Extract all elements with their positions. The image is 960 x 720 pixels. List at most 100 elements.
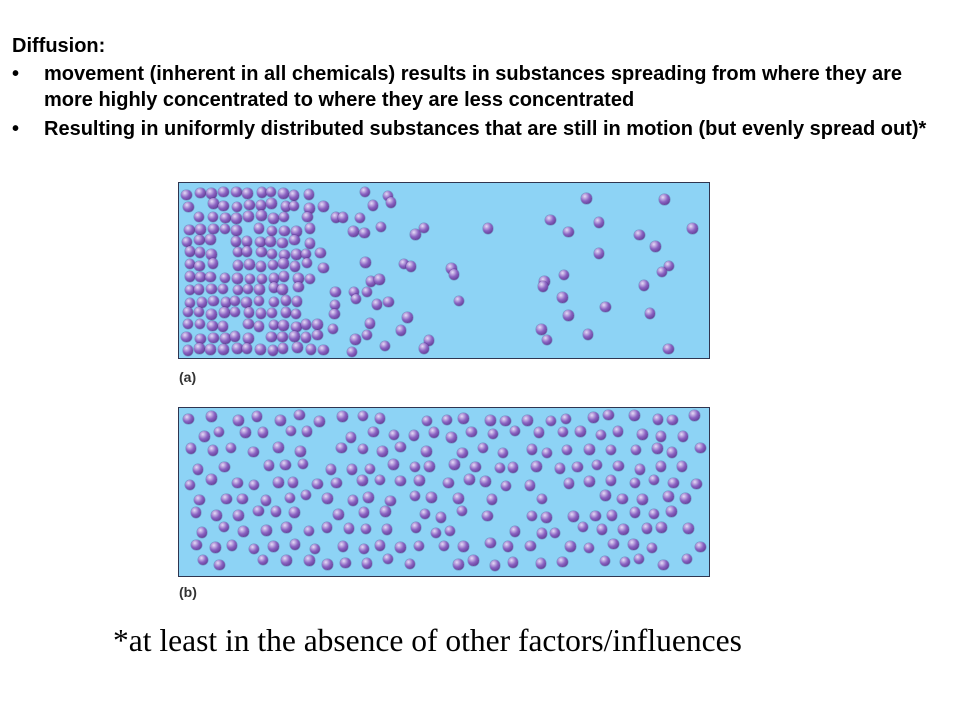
particle: [219, 307, 230, 318]
particle: [243, 211, 254, 222]
particle: [408, 430, 420, 441]
particle: [572, 461, 583, 473]
particle: [255, 200, 267, 211]
particle: [205, 234, 216, 245]
particle: [336, 442, 347, 454]
particle: [232, 260, 244, 271]
particle: [683, 523, 694, 534]
particle: [404, 558, 416, 570]
particle: [361, 558, 373, 569]
particle: [424, 461, 435, 472]
particle: [205, 271, 216, 283]
particle: [600, 301, 611, 313]
particle: [402, 312, 413, 323]
particle: [238, 526, 249, 537]
particle: [590, 510, 601, 522]
particle: [423, 335, 434, 346]
particle: [395, 325, 406, 336]
particle: [233, 415, 244, 426]
particle: [563, 310, 574, 321]
particle: [695, 442, 706, 454]
particle: [374, 274, 385, 285]
particle: [591, 459, 603, 471]
particle: [593, 217, 605, 228]
particle: [232, 477, 243, 488]
particle: [536, 528, 548, 539]
particle: [195, 187, 206, 199]
particle: [184, 271, 195, 282]
particle: [549, 527, 561, 538]
particle: [644, 308, 656, 319]
particle: [207, 258, 219, 269]
particle: [364, 463, 376, 475]
particle: [354, 212, 365, 224]
particle: [279, 249, 290, 261]
particle: [195, 271, 206, 283]
particle: [267, 345, 279, 356]
particle: [322, 559, 333, 570]
particle: [398, 258, 409, 270]
particle: [280, 295, 292, 306]
particle: [435, 512, 447, 523]
particle: [563, 226, 574, 238]
particle: [358, 507, 370, 518]
particle: [270, 506, 282, 517]
particle: [337, 411, 348, 422]
particle: [563, 478, 574, 489]
particle: [687, 223, 698, 234]
particle: [184, 284, 196, 296]
bullet-dot: •: [12, 63, 20, 85]
particle: [619, 556, 631, 568]
particle: [428, 427, 440, 438]
particle: [681, 553, 693, 565]
particle: [663, 491, 674, 502]
particle: [458, 413, 469, 424]
particle: [193, 211, 205, 223]
particle: [577, 521, 589, 533]
particle: [395, 475, 406, 487]
particle: [291, 296, 302, 307]
particle: [289, 507, 300, 518]
particle: [290, 308, 302, 320]
particle: [680, 493, 691, 504]
particle: [357, 475, 368, 486]
particle: [383, 296, 394, 308]
particle: [365, 276, 377, 287]
particle: [303, 525, 315, 537]
particle: [485, 415, 496, 426]
particle: [668, 477, 679, 489]
particle: [346, 464, 358, 475]
particle: [385, 197, 397, 208]
particle: [304, 203, 315, 214]
particle: [184, 224, 195, 235]
particle: [441, 414, 453, 425]
particle: [374, 474, 385, 486]
particle: [541, 512, 552, 523]
particle: [181, 189, 192, 201]
particle: [318, 262, 329, 274]
particle: [279, 225, 290, 236]
particle: [380, 506, 391, 517]
particle: [194, 494, 205, 505]
particle: [638, 280, 650, 291]
particle: [304, 555, 315, 566]
particle: [494, 462, 505, 474]
particle: [266, 248, 278, 260]
slide-heading: Diffusion:: [12, 35, 106, 57]
particle: [482, 510, 493, 522]
particle: [208, 332, 219, 344]
particle: [231, 225, 242, 236]
particle: [183, 413, 194, 425]
particle: [268, 213, 279, 224]
particle: [502, 541, 514, 552]
particle: [650, 241, 661, 252]
particle: [304, 223, 316, 234]
particle: [232, 343, 243, 354]
particle: [315, 247, 326, 259]
panel-label-a: (a): [179, 369, 197, 385]
particle: [453, 559, 464, 570]
particle: [281, 522, 292, 533]
particle: [278, 188, 289, 199]
particle: [438, 540, 449, 552]
